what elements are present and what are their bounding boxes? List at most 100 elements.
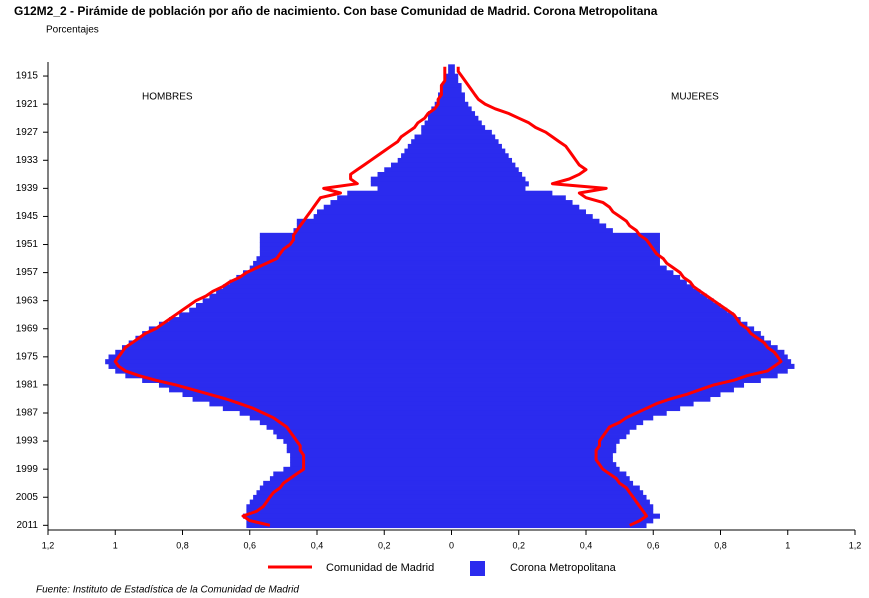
bar-men	[259, 242, 452, 248]
bar-women	[451, 345, 778, 351]
bar-men	[202, 298, 452, 304]
bar-women	[451, 349, 785, 355]
y-tick-label: 1963	[16, 295, 39, 306]
bar-men	[414, 134, 452, 140]
x-tick-label: 0,4	[311, 540, 324, 550]
bar-women	[451, 513, 660, 519]
bar-women	[451, 490, 644, 496]
bar-women	[451, 120, 482, 126]
bar-women	[451, 111, 476, 117]
bar-men	[347, 190, 452, 196]
y-tick-label: 1933	[16, 155, 39, 166]
bar-women	[451, 410, 667, 416]
bar-women	[451, 340, 771, 346]
bar-men	[337, 195, 452, 201]
bar-men	[259, 420, 452, 426]
bar-men	[421, 129, 452, 135]
bar-men	[290, 452, 452, 458]
bar-men	[323, 204, 452, 210]
bar-men	[293, 228, 452, 234]
bar-women	[451, 448, 617, 454]
bar-men	[148, 326, 452, 332]
chart-subtitle: Porcentajes	[46, 25, 99, 36]
bar-women	[451, 457, 613, 463]
bar-men	[286, 443, 452, 449]
bar-men	[273, 471, 452, 477]
y-tick-label: 1945	[16, 211, 39, 222]
bar-women	[451, 307, 728, 313]
bar-women	[451, 331, 761, 337]
bar-men	[259, 232, 452, 238]
bar-women	[451, 209, 586, 215]
bar-men	[209, 401, 452, 407]
bar-men	[427, 115, 452, 121]
bar-men	[404, 148, 452, 154]
bar-women	[451, 279, 687, 285]
bar-women	[451, 288, 701, 295]
bar-men	[253, 494, 452, 500]
bar-women	[451, 115, 479, 121]
bar-women	[451, 382, 745, 388]
bar-men	[421, 125, 452, 131]
bar-women	[451, 73, 459, 79]
bar-women	[451, 368, 788, 374]
y-tick-label: 1981	[16, 380, 39, 391]
bar-women	[451, 420, 644, 426]
x-tick-label: 0,2	[512, 540, 525, 550]
y-tick-label: 1975	[16, 351, 39, 362]
bar-women	[451, 326, 755, 332]
bar-women	[451, 405, 681, 412]
bar-men	[259, 246, 452, 252]
x-tick-label: 0,8	[176, 540, 189, 550]
bar-men	[273, 429, 452, 435]
bar-women	[451, 401, 694, 407]
bar-men	[290, 457, 452, 463]
bar-men	[269, 476, 452, 482]
bar-men	[216, 288, 452, 295]
bar-men	[243, 270, 452, 276]
bar-women	[451, 480, 634, 486]
bar-men	[330, 200, 452, 206]
women-label: MUJERES	[671, 92, 719, 103]
bar-men	[158, 382, 452, 388]
bar-women	[451, 429, 630, 435]
bar-women	[451, 64, 455, 70]
bar-women	[451, 387, 734, 393]
bar-men	[296, 223, 452, 229]
bar-women	[451, 335, 765, 341]
bar-men	[411, 139, 452, 145]
bar-men	[189, 307, 452, 313]
line-men	[113, 66, 447, 527]
y-tick-label: 1969	[16, 323, 39, 334]
x-tick-label: 1,2	[849, 540, 862, 550]
bar-women	[451, 317, 741, 323]
bar-men	[108, 363, 452, 369]
bar-men	[135, 335, 452, 341]
bar-men	[263, 480, 452, 486]
bar-women	[451, 204, 580, 210]
bar-women	[451, 87, 462, 93]
bar-men	[384, 167, 452, 173]
bar-men	[401, 153, 452, 159]
bar-women	[451, 265, 667, 271]
bar-women	[451, 190, 553, 196]
x-tick-label: 0	[449, 540, 454, 550]
source: Fuente: Instituto de Estadística de la C…	[36, 585, 299, 596]
bar-men	[128, 340, 452, 346]
bar-men	[286, 448, 452, 454]
bar-women	[451, 143, 502, 149]
bar-men	[222, 405, 452, 412]
bar-men	[105, 359, 452, 365]
bar-women	[451, 223, 607, 229]
y-tick-label: 1987	[16, 408, 39, 419]
bar-women	[451, 251, 660, 257]
bar-women	[451, 92, 465, 98]
bar-women	[451, 232, 660, 238]
bar-men	[266, 424, 452, 430]
bar-women	[451, 246, 660, 252]
bar-women	[451, 148, 506, 154]
bar-men	[438, 97, 452, 103]
y-tick-label: 1951	[16, 239, 39, 250]
bar-women	[451, 508, 654, 515]
bar-men	[296, 218, 452, 224]
